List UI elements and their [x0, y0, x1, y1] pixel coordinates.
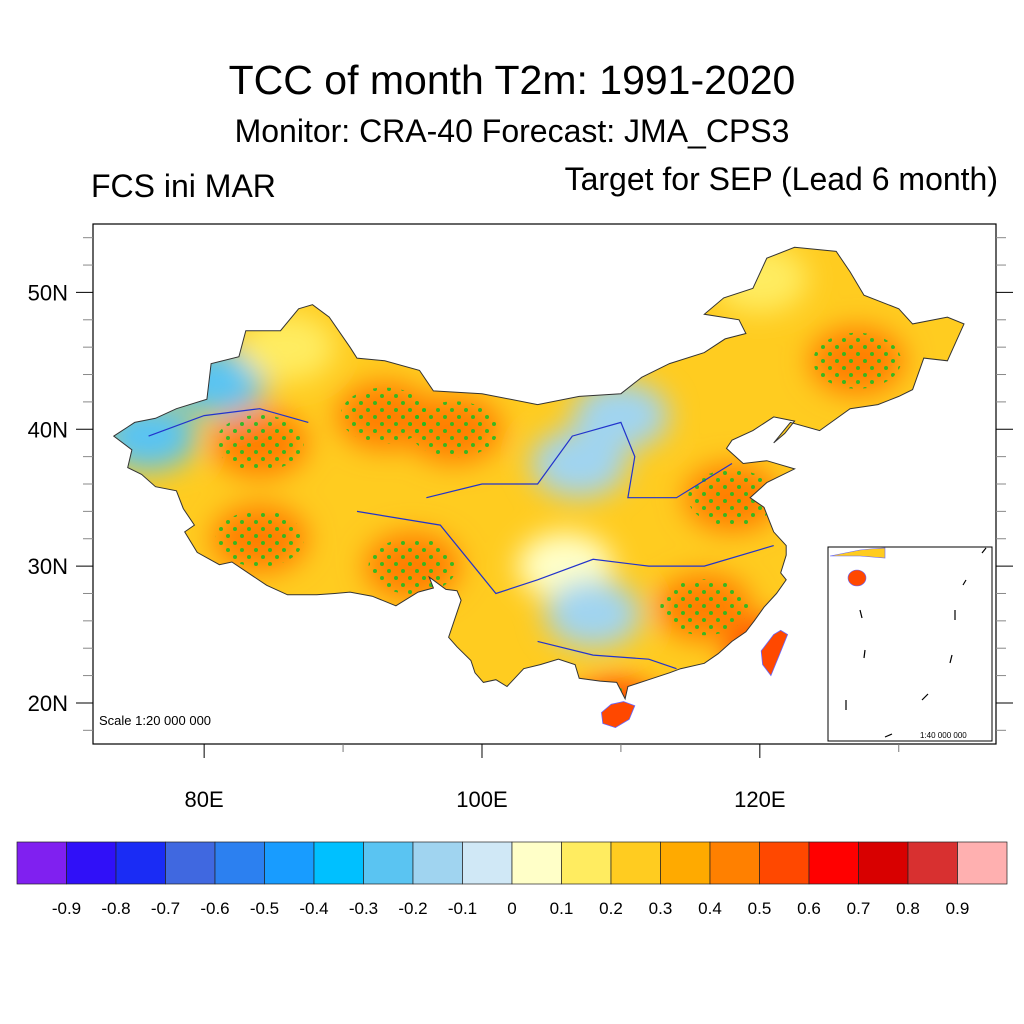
significance-stipple [340, 387, 429, 444]
colorbar-label: -0.7 [151, 899, 180, 918]
nine-dash-segment [863, 649, 866, 659]
river-line [148, 408, 309, 437]
south-china-sea-inset: 1:40 000 000 [827, 546, 993, 742]
tcc-region [711, 247, 808, 313]
china-border [112, 246, 965, 701]
y-tick-label: 30N [28, 554, 68, 579]
init-month-label: FCS ini MAR [91, 168, 276, 204]
nine-dash-segment [859, 609, 863, 619]
significance-stipple [215, 510, 304, 567]
nine-dash-segment [949, 654, 953, 664]
colorbar-swatch [561, 841, 612, 885]
colorbar-label: 0.9 [946, 899, 970, 918]
hainan-island [601, 701, 636, 729]
river-line [356, 510, 774, 595]
nine-dash-segment [921, 693, 929, 701]
colorbar-swatch [264, 841, 315, 885]
significance-stipple [368, 538, 457, 595]
colorbar-swatch [363, 841, 414, 885]
colorbar-swatch [610, 841, 661, 885]
colorbar-swatch [412, 841, 463, 885]
colorbar-swatch [858, 841, 909, 885]
x-tick-label: 120E [734, 787, 785, 812]
tcc-region [545, 580, 642, 648]
significance-stipple [660, 579, 749, 636]
colorbar-label: 0.8 [896, 899, 920, 918]
y-tick-label: 20N [28, 691, 68, 716]
nine-dash-segment [981, 547, 987, 554]
colorbar: -0.9 -0.8 -0.7 -0.6 -0.5 -0.4 -0.3 -0.2 -0.1 0 0.1… [16, 841, 1008, 918]
x-tick-label: 80E [185, 787, 224, 812]
colorbar-label: 0.2 [599, 899, 623, 918]
map-layer [112, 246, 965, 729]
target-month-label: Target for SEP (Lead 6 month) [564, 161, 998, 197]
significance-stipple [688, 469, 776, 526]
inset-scale-label: 1:40 000 000 [920, 731, 967, 740]
colorbar-swatch [214, 841, 265, 885]
map-scale-label: Scale 1:20 000 000 [99, 713, 211, 728]
significance-stipple [813, 332, 902, 389]
colorbar-swatch [808, 841, 859, 885]
significance-stipple [215, 414, 304, 471]
colorbar-label: -0.5 [250, 899, 279, 918]
colorbar-swatch [511, 841, 562, 885]
river-line [537, 640, 677, 670]
significance-stipple [410, 401, 499, 458]
colorbar-swatch [957, 841, 1008, 885]
tcc-region [239, 313, 336, 382]
colorbar-label: -0.3 [349, 899, 378, 918]
y-tick-label: 50N [28, 280, 68, 305]
colorbar-swatch [907, 841, 958, 885]
colorbar-label: -0.8 [101, 899, 130, 918]
colorbar-label: 0.7 [847, 899, 871, 918]
colorbar-label: -0.9 [52, 899, 81, 918]
y-tick-label: 40N [28, 417, 68, 442]
x-tick-label: 100E [456, 787, 507, 812]
taiwan-island [760, 629, 789, 677]
colorbar-swatch [16, 841, 67, 885]
colorbar-label: -0.4 [299, 899, 328, 918]
colorbar-swatch [709, 841, 760, 885]
colorbar-swatch [66, 841, 117, 885]
colorbar-label: -0.1 [448, 899, 477, 918]
colorbar-swatch [313, 841, 364, 885]
nine-dash-segment [884, 733, 893, 738]
colorbar-label: 0.5 [748, 899, 772, 918]
colorbar-label: 0.1 [550, 899, 574, 918]
river-line [426, 421, 733, 499]
colorbar-swatch [462, 841, 513, 885]
colorbar-label: 0.6 [797, 899, 821, 918]
colorbar-label: -0.6 [200, 899, 229, 918]
tcc-region [572, 381, 669, 450]
inset-hainan [847, 569, 867, 587]
axes-layer: 80E 100E 120E 20N 30N 40N 50N [28, 237, 1013, 812]
colorbar-swatch [115, 841, 166, 885]
inset-coast [829, 547, 886, 559]
colorbar-label: 0.4 [698, 899, 722, 918]
nine-dash-segment [962, 579, 967, 586]
colorbar-swatch [660, 841, 711, 885]
colorbar-label: 0 [507, 899, 516, 918]
colorbar-label: 0.3 [649, 899, 673, 918]
colorbar-label: -0.2 [398, 899, 427, 918]
colorbar-swatch [759, 841, 810, 885]
colorbar-swatch [165, 841, 216, 885]
chart-subtitle: Monitor: CRA-40 Forecast: JMA_CPS3 [234, 113, 790, 149]
chart-title: TCC of month T2m: 1991-2020 [228, 57, 796, 103]
